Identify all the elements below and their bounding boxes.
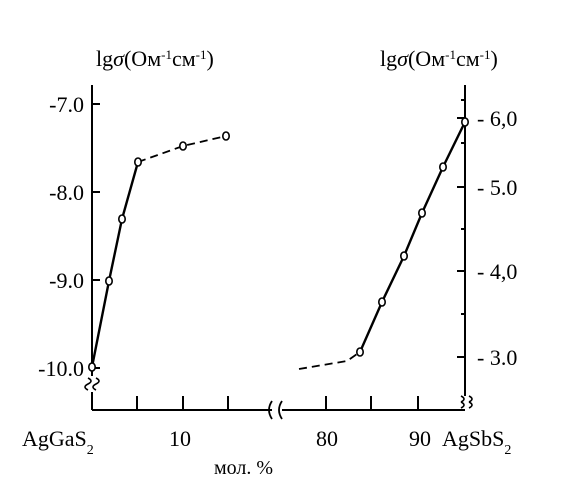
x-tick-label: 10 bbox=[169, 426, 191, 451]
left-data-point bbox=[88, 362, 97, 372]
x-axis-break bbox=[268, 400, 283, 420]
right-y-tick-label: - 6,0 bbox=[477, 106, 517, 131]
left-y-ticks: -7.0 -8.0 -9.0 -10.0 bbox=[38, 92, 100, 381]
right-data-point bbox=[417, 208, 426, 218]
x-ticks: 10 80 90 bbox=[136, 396, 431, 451]
left-data-point bbox=[222, 131, 231, 141]
right-y-axis-title: lgσ(Ом-1см-1) bbox=[380, 46, 498, 71]
left-axis-break bbox=[84, 377, 100, 391]
left-y-tick-label: -9.0 bbox=[49, 268, 84, 293]
right-data-point bbox=[355, 347, 364, 357]
left-solid-line bbox=[90, 161, 140, 368]
left-data-point bbox=[134, 157, 143, 167]
right-y-tick-label: - 3.0 bbox=[477, 345, 517, 370]
left-y-tick-label: -10.0 bbox=[38, 356, 84, 381]
left-data-point bbox=[179, 141, 188, 151]
right-data-point bbox=[399, 251, 408, 261]
right-data-point bbox=[438, 162, 447, 172]
right-data-point bbox=[460, 117, 469, 127]
right-y-tick-label: - 5.0 bbox=[477, 175, 517, 200]
left-data-point bbox=[105, 276, 114, 286]
series-layer bbox=[88, 117, 469, 372]
right-y-tick-label: - 4,0 bbox=[477, 259, 517, 284]
x-label-agSbS2: AgSbS2 bbox=[442, 426, 511, 458]
left-y-axis-title: lgσ(Ом-1см-1) bbox=[96, 46, 214, 71]
left-y-tick-label: -8.0 bbox=[49, 180, 84, 205]
left-data-point bbox=[118, 214, 127, 224]
left-dashed-line bbox=[137, 135, 227, 163]
x-label-agGaS2: AgGaS2 bbox=[22, 426, 94, 458]
right-data-point bbox=[377, 297, 386, 307]
right-y-ticks: - 6,0 - 5.0 - 4,0 - 3.0 bbox=[457, 99, 517, 370]
right-dashed-line bbox=[298, 351, 361, 370]
x-tick-label: 90 bbox=[409, 426, 431, 451]
right-axis-break bbox=[460, 395, 473, 409]
x-tick-label: 80 bbox=[316, 426, 338, 451]
right-solid-line bbox=[358, 121, 467, 353]
left-y-tick-label: -7.0 bbox=[49, 92, 84, 117]
x-axis-title: мол. % bbox=[214, 457, 273, 479]
